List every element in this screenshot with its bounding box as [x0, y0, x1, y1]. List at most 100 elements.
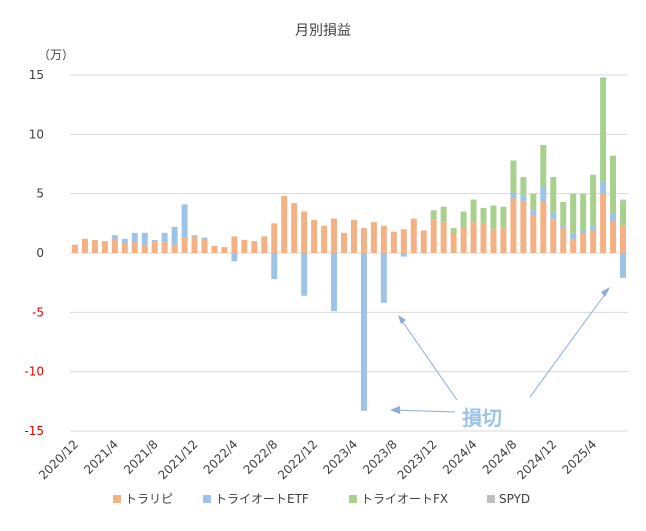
bar-segment	[81, 238, 88, 253]
bar-segment	[141, 232, 148, 245]
bar-segment	[71, 244, 78, 253]
x-tick-label: 2022/8	[241, 437, 281, 477]
y-tick-label: 10	[29, 127, 44, 141]
bar-segment	[211, 245, 218, 253]
bar-segment	[540, 201, 547, 253]
bar-segment	[530, 193, 537, 211]
bar-segment	[590, 230, 597, 253]
bar-segment	[390, 231, 397, 253]
legend-label: トライオートETF	[215, 492, 309, 506]
bar-segment	[400, 229, 407, 253]
y-tick-label: 5	[36, 187, 44, 201]
y-axis-unit: （万）	[38, 48, 74, 62]
legend-swatch	[203, 495, 211, 503]
annotation-arrowhead-3	[601, 287, 610, 297]
bar-segment	[221, 247, 228, 253]
bar-segment	[331, 253, 338, 312]
bar-segment	[470, 199, 477, 223]
chart-title: 月別損益	[295, 23, 351, 39]
bar-segment	[610, 220, 617, 253]
legend-label: SPYD	[499, 492, 530, 506]
legend-swatch	[487, 495, 495, 503]
bar-segment	[331, 218, 338, 253]
bar-segment	[430, 210, 437, 220]
y-axis-ticks: 15 10 5 0 -5 -10 -15	[24, 68, 44, 438]
bar-segment	[440, 222, 447, 253]
annotation-arrow-2	[391, 409, 456, 413]
bar-segment	[201, 239, 208, 253]
bar-segment	[301, 211, 308, 253]
bar-segment	[350, 219, 357, 253]
bar-segment	[191, 235, 198, 237]
bar-segment	[131, 242, 138, 253]
bar-segment	[121, 243, 128, 253]
bar-segment	[101, 241, 108, 253]
bar-segment	[590, 174, 597, 226]
bar-segment	[251, 241, 258, 253]
bar-segment	[500, 228, 507, 253]
bar-segment	[420, 230, 427, 253]
bar-segment	[271, 253, 278, 280]
bar-segment	[271, 223, 278, 253]
bar-segment	[161, 242, 168, 253]
bar-segment	[321, 225, 328, 253]
bar-segment	[121, 238, 128, 244]
bar-segment	[570, 238, 577, 253]
bar-segment	[580, 230, 587, 235]
bar-segment	[281, 196, 288, 253]
bar-segment	[141, 244, 148, 253]
bar-segment	[530, 215, 537, 253]
bar-segment	[430, 219, 437, 253]
bar-segment	[370, 222, 377, 253]
bar-segment	[410, 218, 417, 253]
bars	[71, 77, 627, 411]
bar-segment	[400, 253, 407, 257]
bar-segment	[620, 199, 627, 202]
legend-swatch	[113, 495, 121, 503]
bar-segment	[610, 155, 617, 213]
bar-segment	[450, 228, 457, 235]
bar-segment	[580, 234, 587, 253]
bar-segment	[560, 225, 567, 229]
bar-segment	[540, 145, 547, 187]
y-tick-label: -5	[32, 305, 44, 319]
bar-segment	[480, 207, 487, 224]
y-tick-label: -15	[24, 424, 44, 438]
bar-segment	[560, 228, 567, 253]
bar-segment	[590, 225, 597, 231]
bar-segment	[241, 239, 248, 253]
bar-segment	[341, 232, 348, 253]
bar-segment	[91, 239, 98, 253]
bar-segment	[610, 212, 617, 221]
y-tick-label: 15	[29, 68, 44, 82]
x-tick-label: 2024/12	[514, 437, 559, 482]
bar-segment	[380, 253, 387, 303]
legend-label: トラリピ	[125, 492, 173, 506]
bar-segment	[520, 177, 527, 195]
bar-segment	[470, 222, 477, 253]
bar-segment	[460, 211, 467, 227]
bar-segment	[550, 219, 557, 253]
bar-segment	[480, 223, 487, 253]
bar-segment	[600, 193, 607, 253]
annotation-arrow-3	[529, 289, 609, 398]
y-tick-label: -10	[24, 365, 44, 379]
x-tick-label: 2021/12	[156, 437, 201, 482]
annotation-arrowhead-2	[390, 406, 400, 414]
bar-segment	[171, 226, 178, 245]
bar-segment	[570, 232, 577, 239]
bar-segment	[450, 234, 457, 253]
bar-segment	[490, 229, 497, 253]
bar-segment	[600, 181, 607, 194]
legend-label: トライオートFX	[361, 492, 448, 506]
bar-segment	[520, 200, 527, 253]
bar-segment	[510, 192, 517, 199]
bar-segment	[620, 253, 627, 278]
bar-segment	[191, 236, 198, 253]
x-tick-label: 2023/12	[395, 437, 440, 482]
bar-segment	[490, 205, 497, 230]
bar-segment	[151, 239, 158, 242]
bar-segment	[181, 204, 188, 238]
bar-segment	[540, 186, 547, 202]
